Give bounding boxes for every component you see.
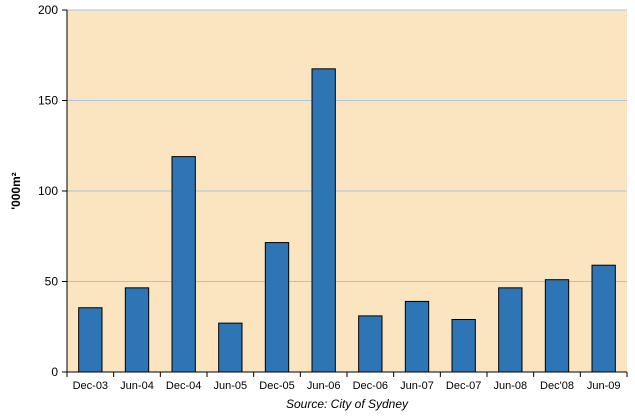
x-tick-label: Jun-08 — [494, 380, 528, 392]
bar — [451, 319, 476, 373]
bars — [78, 68, 616, 373]
y-tick-label: 0 — [51, 365, 58, 379]
x-tick-label: Dec'08 — [540, 380, 574, 392]
y-tick-label: 50 — [45, 275, 59, 289]
x-tick-label: Jun-04 — [120, 380, 154, 392]
x-tick-label: Jun-07 — [400, 380, 434, 392]
x-tick-label: Dec-07 — [446, 380, 481, 392]
y-tick-label: 100 — [38, 184, 58, 198]
bar — [404, 300, 430, 373]
y-axis-label: '000m² — [9, 172, 23, 210]
x-tick-label: Dec-05 — [259, 380, 294, 392]
y-tick-labels: 0 50 100 150 200 — [38, 3, 58, 379]
bar — [311, 68, 336, 373]
x-tick-labels: Dec-03 Jun-04 Dec-04 Jun-05 Dec-05 Jun-06 Dec-… — [73, 380, 621, 392]
bar — [264, 242, 290, 373]
bar — [218, 322, 243, 373]
x-tick-label: Dec-03 — [73, 380, 108, 392]
bar — [544, 279, 570, 373]
bar — [591, 264, 616, 373]
bar — [358, 315, 383, 373]
x-tick-label: Jun-06 — [307, 380, 341, 392]
x-tick-label: Jun-05 — [214, 380, 248, 392]
axes — [62, 9, 628, 377]
x-tick-label: Dec-04 — [166, 380, 201, 392]
y-tick-label: 150 — [38, 94, 58, 108]
bar — [78, 307, 103, 373]
y-tick-label: 200 — [38, 3, 58, 17]
bar — [124, 287, 150, 373]
bar — [498, 287, 523, 373]
bar — [171, 156, 196, 373]
x-tick-label: Jun-09 — [587, 380, 621, 392]
gridlines — [67, 9, 627, 282]
source-note: Source: City of Sydney — [286, 397, 409, 411]
x-tick-label: Dec-06 — [353, 380, 388, 392]
